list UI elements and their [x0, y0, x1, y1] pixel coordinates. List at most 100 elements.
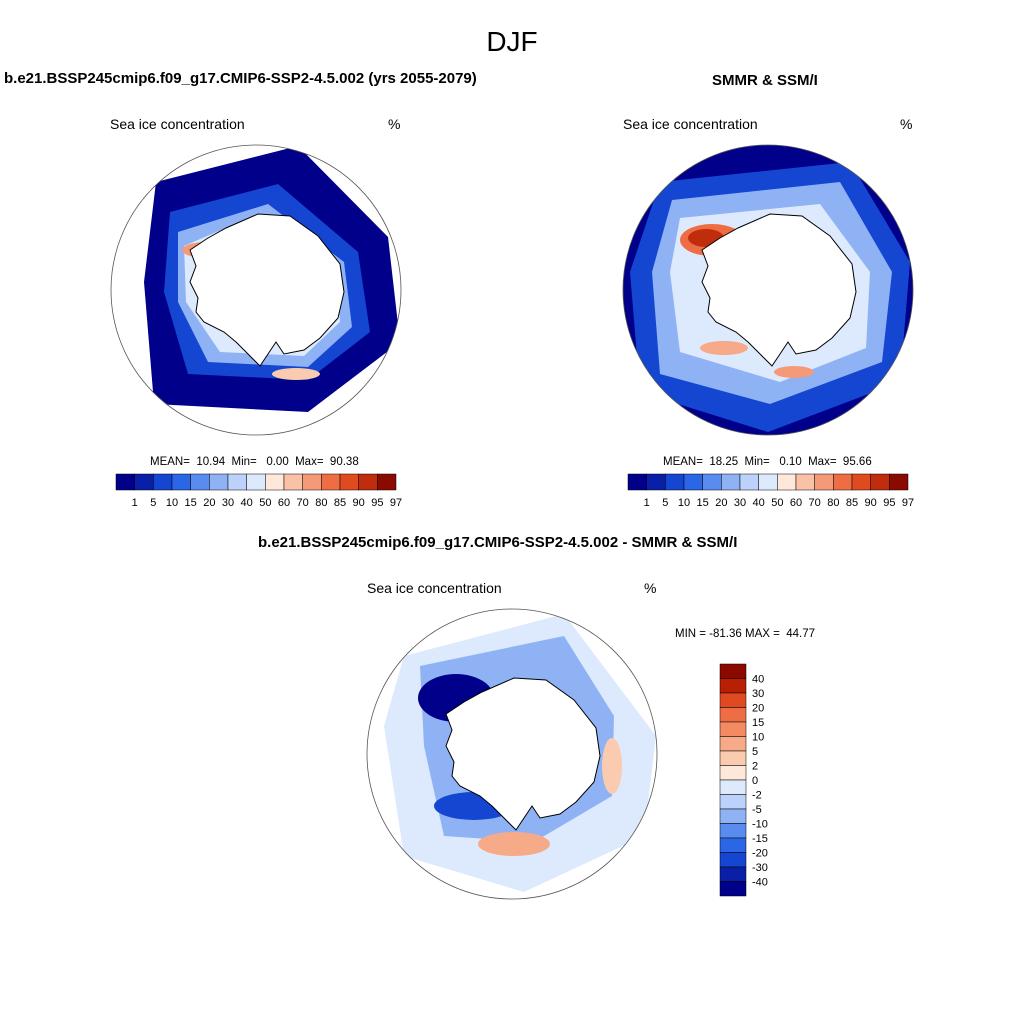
panel-3-variable-label: Sea ice concentration	[367, 580, 502, 596]
colorbar-swatch	[719, 692, 747, 708]
colorbar-swatch	[719, 866, 747, 882]
colorbar-tick-label: 80	[315, 497, 327, 509]
ross-warm-patch	[272, 368, 320, 380]
colorbar-tick-label: 10	[166, 497, 178, 509]
colorbar-tick-label: -30	[752, 862, 768, 874]
colorbar-tick-label: 15	[185, 497, 197, 509]
colorbar-tick-label: 2	[752, 761, 758, 773]
panel-2-stats: MEAN= 18.25 Min= 0.10 Max= 95.66	[663, 456, 872, 468]
colorbar-swatch	[665, 473, 685, 491]
panel-1-variable-label: Sea ice concentration	[110, 116, 245, 132]
colorbar-swatch	[719, 837, 747, 853]
panel-3-stats: MIN = -81.36 MAX = 44.77	[675, 628, 815, 640]
colorbar-swatch	[719, 663, 747, 679]
colorbar-tick-label: 30	[222, 497, 234, 509]
colorbar-swatch	[115, 473, 135, 491]
colorbar-swatch	[246, 473, 266, 491]
panel-2-variable-label: Sea ice concentration	[623, 116, 758, 132]
colorbar-swatch	[870, 473, 890, 491]
colorbar-tick-label: 50	[771, 497, 783, 509]
colorbar-tick-label: 5	[752, 746, 758, 758]
panel-2-title: SMMR & SSM/I	[712, 72, 818, 89]
colorbar-swatch	[227, 473, 247, 491]
colorbar-tick-label: 30	[752, 688, 764, 700]
colorbar-swatch	[134, 473, 154, 491]
colorbar-tick-label: 70	[809, 497, 821, 509]
colorbar-tick-label: 1	[644, 497, 650, 509]
colorbar-tick-label: 80	[827, 497, 839, 509]
colorbar-tick-label: -10	[752, 819, 768, 831]
colorbar-swatch	[719, 881, 747, 897]
colorbar-swatch	[719, 779, 747, 795]
colorbar-tick-label: 30	[734, 497, 746, 509]
colorbar-tick-label: 15	[752, 717, 764, 729]
colorbar-swatch	[153, 473, 173, 491]
colorbar-observed: 1 5 10 15 20 30 40 50 60 70 80 85 90 95 97	[627, 473, 914, 509]
diff-ross-surplus	[478, 832, 550, 856]
colorbar-swatch	[777, 473, 797, 491]
colorbar-swatch	[209, 473, 229, 491]
map-model-concentration	[110, 144, 402, 436]
colorbar-swatch	[377, 473, 397, 491]
colorbar-tick-label: -20	[752, 848, 768, 860]
main-title: DJF	[486, 26, 538, 57]
colorbar-swatch	[283, 473, 303, 491]
colorbar-swatch	[265, 473, 285, 491]
colorbar-tick-label: 15	[697, 497, 709, 509]
colorbar-tick-label: 50	[259, 497, 271, 509]
colorbar-swatch	[719, 707, 747, 723]
colorbar-tick-label: -5	[752, 804, 762, 816]
colorbar-swatch	[719, 765, 747, 781]
colorbar-swatch	[627, 473, 647, 491]
map-observed-concentration	[622, 144, 914, 436]
panel-1-title: b.e21.BSSP245cmip6.f09_g17.CMIP6-SSP2-4.…	[4, 70, 477, 87]
colorbar-tick-label: 70	[297, 497, 309, 509]
ross-warm-patch	[774, 366, 814, 378]
colorbar-tick-label: 97	[902, 497, 914, 509]
colorbar-tick-label: 20	[715, 497, 727, 509]
colorbar-swatch	[702, 473, 722, 491]
colorbar-model: 1 5 10 15 20 30 40 50 60 70 80 85 90 95 97	[115, 473, 402, 509]
colorbar-swatch	[683, 473, 703, 491]
colorbar-tick-label: 85	[846, 497, 858, 509]
colorbar-swatch	[719, 823, 747, 839]
colorbar-swatch	[719, 808, 747, 824]
colorbar-tick-label: 0	[752, 775, 758, 787]
colorbar-swatch	[171, 473, 191, 491]
colorbar-tick-label: 10	[752, 732, 764, 744]
panel-1-units-label: %	[388, 116, 401, 132]
colorbar-tick-label: -15	[752, 833, 768, 845]
panel-1-stats: MEAN= 10.94 Min= 0.00 Max= 90.38	[150, 456, 359, 468]
antarctica-landmass	[701, 213, 857, 367]
panel-3-units-label: %	[644, 580, 657, 596]
colorbar-swatch	[719, 678, 747, 694]
map-concentration-difference	[366, 608, 658, 900]
colorbar-tick-label: 85	[334, 497, 346, 509]
colorbar-tick-label: 5	[662, 497, 668, 509]
colorbar-swatch	[321, 473, 341, 491]
colorbar-swatch	[721, 473, 741, 491]
panel-3-title: b.e21.BSSP245cmip6.f09_g17.CMIP6-SSP2-4.…	[258, 534, 738, 551]
colorbar-swatch	[358, 473, 378, 491]
colorbar-tick-label: -2	[752, 790, 762, 802]
colorbar-tick-label: 95	[371, 497, 383, 509]
panel-2-units-label: %	[900, 116, 913, 132]
colorbar-tick-label: 20	[203, 497, 215, 509]
colorbar-swatch	[719, 794, 747, 810]
colorbar-swatch	[719, 736, 747, 752]
colorbar-tick-label: 60	[278, 497, 290, 509]
amundsen-warm-patch	[700, 341, 748, 355]
colorbar-tick-label: 1	[132, 497, 138, 509]
colorbar-tick-label: 40	[753, 497, 765, 509]
colorbar-tick-label: 97	[390, 497, 402, 509]
colorbar-tick-label: 40	[752, 674, 764, 686]
colorbar-tick-label: -40	[752, 877, 768, 889]
diff-east-surplus	[602, 738, 622, 794]
colorbar-tick-label: 40	[241, 497, 253, 509]
colorbar-swatch	[795, 473, 815, 491]
antarctica-landmass	[189, 213, 345, 367]
colorbar-swatch	[646, 473, 666, 491]
colorbar-swatch	[851, 473, 871, 491]
colorbar-swatch	[889, 473, 909, 491]
